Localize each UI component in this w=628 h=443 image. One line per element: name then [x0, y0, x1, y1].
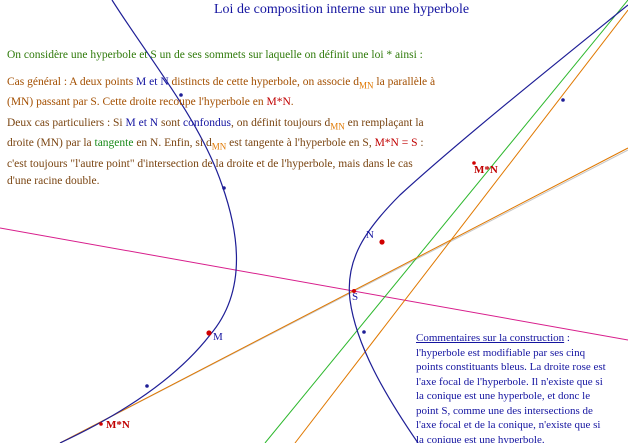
comment-line: l'axe focal et de la conique, n'existe q… [416, 419, 601, 431]
label-m: M [213, 331, 223, 343]
comment-line: l'axe focal de l'hyperbole. Il n'existe … [416, 375, 603, 388]
hyperbola-control-point[interactable] [179, 93, 183, 97]
intro-text: On considère une hyperbole et S un de se… [7, 49, 423, 61]
label-mn-bottom: M*N [106, 419, 130, 431]
comment-line: la conique est une hyperbole, et donc le [416, 390, 591, 402]
particular-cases-paragraph: Deux cas particuliers : Si M et N sont c… [7, 115, 424, 190]
comment-heading-tail: : [564, 332, 570, 344]
hyperbola-control-point[interactable] [561, 98, 565, 102]
text-run: . [290, 96, 294, 109]
tangent-line [264, 0, 628, 443]
text-mn: M*N [266, 96, 291, 109]
text-run: en remplaçant la [344, 117, 424, 129]
text-run: sont [158, 117, 184, 129]
point-mn-bottom [99, 422, 103, 426]
general-case-line-2: (MN) passant par S. Cette droite recoupe… [7, 94, 435, 111]
dmn-subscript: MN [330, 121, 345, 132]
label-n: N [366, 229, 374, 241]
text-run: : [417, 137, 424, 150]
particular-line-4: d'une racine double. [7, 174, 100, 187]
comment-line: l'hyperbole est modifiable par ses cinq [416, 346, 586, 359]
particular-line-3: c'est toujours "l'autre point" d'interse… [7, 157, 413, 170]
hyperbola-control-point[interactable] [145, 384, 149, 388]
point-m[interactable] [206, 330, 212, 336]
text-run: est tangente à l'hyperbole en S, [226, 137, 375, 150]
hyperbola-left-branch[interactable] [59, 0, 237, 443]
text-run: droite (MN) par la [7, 137, 95, 150]
hyperbola-right-branch[interactable] [348, 4, 628, 443]
text-run: (MN) passant par S. Cette droite recoupe… [7, 96, 267, 109]
point-n[interactable] [379, 239, 385, 245]
text-m: M [136, 76, 147, 88]
general-case-paragraph: Cas général : A deux points M et N disti… [7, 74, 435, 111]
label-s: S [352, 291, 359, 303]
focal-axis-line[interactable] [0, 227, 628, 341]
page-title: Loi de composition interne sur une hyper… [214, 2, 470, 17]
text-confondus: confondus [183, 117, 231, 129]
comment-heading: Commentaires sur la construction : [416, 331, 606, 346]
label-mn-top: M*N [474, 164, 498, 176]
text-et: et [146, 76, 161, 88]
parallel-line-tangent [294, 9, 628, 443]
text-n: N [149, 117, 159, 129]
text-run: en N. Enfin, si d [133, 137, 212, 150]
text-m: M [125, 117, 136, 129]
text-run: , on définit toujours d [230, 117, 331, 129]
construction-comment: Commentaires sur la construction : l'hyp… [416, 331, 606, 443]
text-et: et [135, 117, 150, 129]
comment-line: la conique est une hyperbole. [416, 433, 545, 443]
text-tangente: tangente [94, 137, 134, 150]
general-case-line-1: Cas général : A deux points M et N disti… [7, 74, 435, 94]
comment-line: point S, comme une des intersections de [416, 404, 593, 417]
parallel-line-dmn [59, 147, 628, 443]
dmn-subscript: MN [211, 141, 227, 152]
text-mn-equals-s: M*N = S [374, 137, 418, 150]
point-s [352, 289, 356, 293]
dmn-subscript: MN [359, 80, 374, 91]
particular-line-1: Deux cas particuliers : Si M et N sont c… [7, 115, 424, 135]
text-run: distincts de cette hyperbole, on associe… [168, 76, 359, 88]
text-n: N [160, 76, 169, 88]
hyperbola-control-point[interactable] [222, 186, 226, 190]
comment-heading-text: Commentaires sur la construction [416, 332, 565, 344]
point-mn-top [472, 161, 476, 165]
text-run: la parallèle à [373, 76, 436, 88]
text-run: Deux cas particuliers : Si [7, 117, 126, 129]
comment-line: points constituants bleus. La droite ros… [416, 361, 606, 373]
hyperbola-control-point[interactable] [362, 330, 366, 334]
text-run: Cas général : A deux points [7, 76, 137, 88]
particular-line-2: droite (MN) par la tangente en N. Enfin,… [7, 135, 424, 155]
